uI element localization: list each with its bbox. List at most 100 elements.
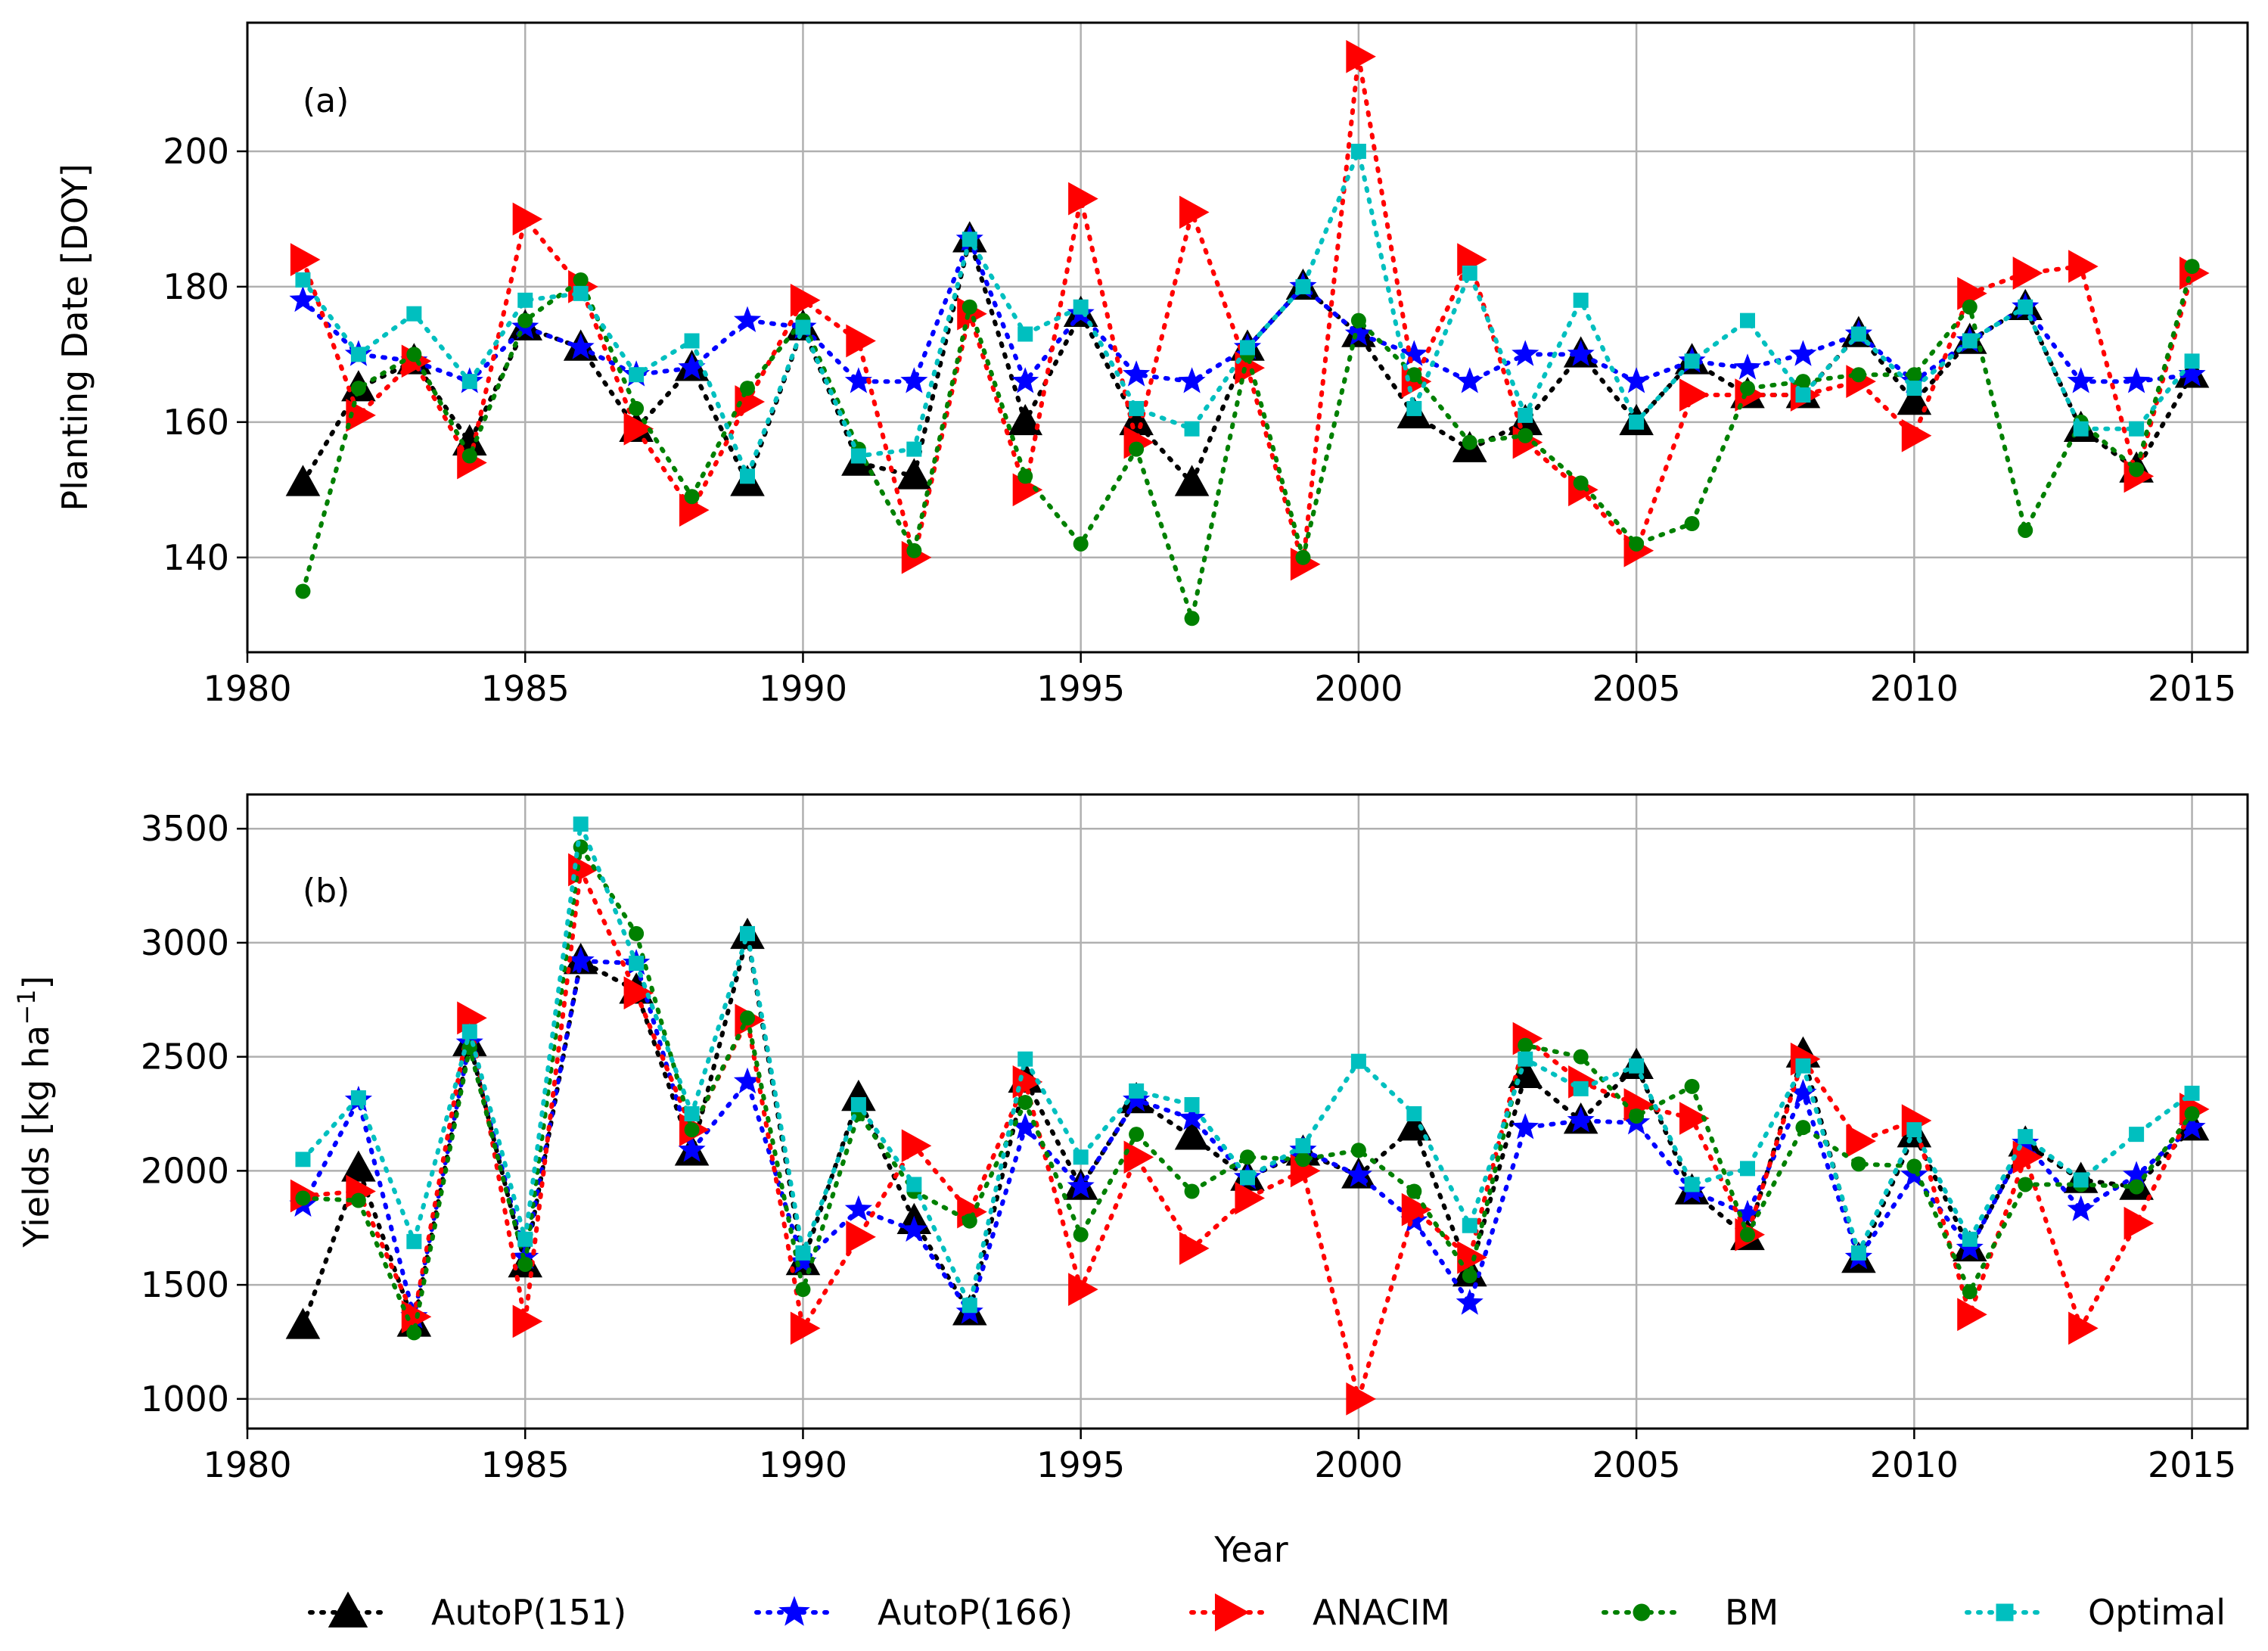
legend-label: BM [1725,1592,1779,1633]
data-point [2178,360,2206,387]
data-point [1795,1120,1811,1136]
data-point [1350,1053,1366,1069]
data-point [1240,1170,1255,1186]
data-point [285,1307,321,1339]
data-point [290,243,321,276]
panel-b-ticks: 1980 1985 1990 1995 2000 2005 2010 2015 1000 1500… [141,808,2236,1485]
legend-label: ANACIM [1313,1592,1450,1633]
data-point [1017,326,1033,342]
data-point [1073,299,1089,315]
data-point [790,1311,821,1345]
x-tick-label: 1990 [759,668,847,709]
data-point [1684,1177,1700,1192]
data-point [1240,340,1255,356]
data-point [1962,1284,1978,1300]
legend-marker [1996,1603,2014,1621]
data-point [1623,367,1651,393]
data-point [1684,353,1700,369]
data-point [1573,1049,1589,1065]
data-point [1629,414,1645,430]
data-point [295,272,311,288]
data-point [2129,1179,2145,1195]
data-point [1850,326,1866,342]
data-point [341,1150,376,1182]
panel-b-ylabel-main: Yields [kg ha [16,1025,57,1248]
y-tick-label: 200 [163,131,229,172]
data-point [623,976,654,1010]
data-point [1068,182,1098,216]
data-point [844,367,872,393]
data-point [1679,378,1710,412]
data-point [684,1106,700,1122]
data-point [1795,387,1811,403]
data-point [1073,1227,1089,1242]
data-point [733,1067,762,1094]
data-point [1684,1078,1700,1094]
data-point [1957,1298,1987,1332]
data-point [1123,1085,1151,1112]
data-point [1573,475,1589,491]
data-point [678,353,706,380]
data-point [1511,340,1539,366]
data-point [406,1325,422,1341]
data-point [285,465,321,496]
data-point [406,347,422,362]
legend-marker [778,1596,810,1626]
x-tick-label: 2005 [1592,668,1681,709]
data-point [623,412,654,446]
data-point [740,381,755,396]
legend-label: AutoP(166) [878,1592,1073,1633]
x-tick-label: 1995 [1036,1444,1125,1485]
data-point [900,1215,928,1242]
series-line [300,958,2195,1318]
data-point [684,489,700,505]
data-point [629,400,645,416]
data-point [1129,400,1145,416]
data-point [1567,340,1595,366]
series-optimal [295,143,2200,484]
data-point [1123,1140,1154,1174]
x-tick-label: 1985 [481,668,570,709]
data-point [1850,367,1866,383]
legend: AutoP(151) AutoP(166) ANACIM BM Optimal [308,1591,2226,1633]
data-point [1906,381,1922,396]
data-point [350,1090,366,1105]
data-point [512,202,543,236]
x-tick-label: 2010 [1870,1444,1959,1485]
data-point [1344,319,1372,346]
x-tick-label: 2010 [1870,668,1959,709]
data-point [573,285,589,301]
panel-b-xlabel: Year [1213,1529,1288,1570]
data-point [1518,428,1533,443]
panel-b-grid [247,794,2248,1429]
data-point [1789,340,1817,366]
data-point [2068,250,2099,283]
data-point [1178,1104,1206,1130]
data-point [1129,441,1145,457]
data-point [1518,407,1533,423]
data-point [1567,1106,1595,1133]
data-point [1795,1058,1811,1074]
x-tick-label: 2005 [1592,1444,1681,1485]
data-point [1573,1080,1589,1096]
data-point [1174,465,1210,496]
data-point [1462,266,1477,281]
data-point [1295,549,1311,565]
data-point [2073,421,2089,437]
data-point [1740,381,1755,396]
data-point [1184,421,1200,437]
panel-b-series [285,815,2210,1416]
data-point [1295,1152,1311,1168]
data-point [962,1298,977,1314]
data-point [2129,421,2145,437]
series-line [300,143,2195,483]
data-point [1344,1161,1372,1187]
x-tick-label: 1990 [759,1444,847,1485]
data-point [789,1247,817,1274]
data-point [1179,1232,1210,1265]
data-point [573,816,589,832]
x-tick-label: 2000 [1314,668,1403,709]
data-point [1511,1113,1539,1140]
data-point [1733,1199,1762,1226]
